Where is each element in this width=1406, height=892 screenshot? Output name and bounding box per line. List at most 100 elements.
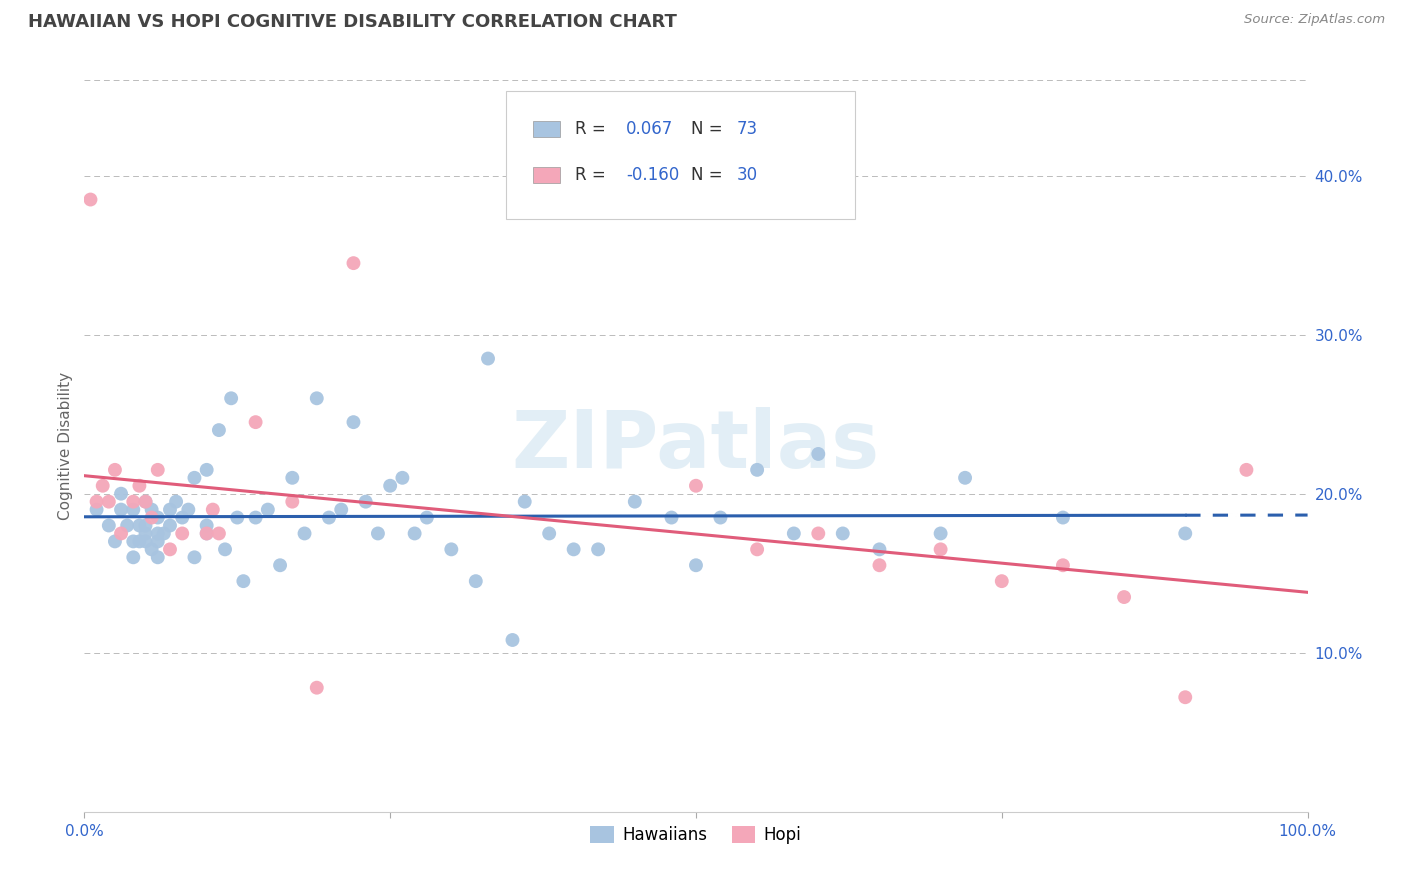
Point — [380, 479, 402, 493]
Point — [115, 518, 138, 533]
Point — [214, 542, 236, 557]
Point — [831, 526, 853, 541]
Point — [305, 681, 328, 695]
Point — [208, 423, 231, 437]
Text: 30: 30 — [737, 167, 758, 185]
Point — [146, 510, 169, 524]
Point — [165, 494, 187, 508]
Point — [330, 502, 353, 516]
FancyBboxPatch shape — [533, 121, 560, 137]
Text: N =: N = — [692, 167, 728, 185]
Point — [79, 193, 101, 207]
Point — [135, 494, 157, 508]
Point — [104, 463, 127, 477]
Point — [122, 494, 145, 508]
Point — [195, 463, 218, 477]
Point — [404, 526, 426, 541]
Text: -0.160: -0.160 — [626, 167, 679, 185]
Point — [513, 494, 536, 508]
Point — [416, 510, 439, 524]
Point — [219, 392, 242, 406]
Text: 0.067: 0.067 — [626, 120, 673, 138]
Point — [97, 518, 120, 533]
Point — [440, 542, 463, 557]
Point — [135, 534, 157, 549]
Point — [110, 502, 132, 516]
Point — [391, 471, 413, 485]
Point — [661, 510, 683, 524]
Point — [869, 558, 891, 573]
Point — [208, 526, 231, 541]
Point — [195, 518, 218, 533]
Point — [177, 502, 200, 516]
Point — [226, 510, 249, 524]
Point — [502, 632, 524, 647]
Point — [141, 502, 163, 516]
Point — [367, 526, 389, 541]
Point — [354, 494, 377, 508]
Point — [342, 256, 364, 270]
Point — [477, 351, 499, 366]
Point — [269, 558, 291, 573]
Point — [342, 415, 364, 429]
Text: R =: R = — [575, 167, 610, 185]
Point — [128, 518, 150, 533]
Point — [929, 526, 952, 541]
Point — [135, 526, 157, 541]
Point — [128, 534, 150, 549]
Text: Source: ZipAtlas.com: Source: ZipAtlas.com — [1244, 13, 1385, 27]
Point — [305, 392, 328, 406]
Y-axis label: Cognitive Disability: Cognitive Disability — [58, 372, 73, 520]
Point — [146, 463, 169, 477]
Point — [1236, 463, 1258, 477]
Point — [538, 526, 561, 541]
Point — [86, 502, 108, 516]
Legend: Hawaiians, Hopi: Hawaiians, Hopi — [583, 820, 808, 851]
Point — [294, 526, 316, 541]
Point — [86, 494, 108, 508]
Point — [159, 542, 181, 557]
Text: R =: R = — [575, 120, 610, 138]
Point — [747, 542, 769, 557]
Point — [91, 479, 114, 493]
Point — [562, 542, 585, 557]
Point — [464, 574, 486, 589]
Point — [122, 502, 145, 516]
Point — [807, 526, 830, 541]
Point — [747, 463, 769, 477]
Point — [135, 494, 157, 508]
Point — [586, 542, 609, 557]
Point — [624, 494, 647, 508]
Point — [159, 518, 181, 533]
Text: HAWAIIAN VS HOPI COGNITIVE DISABILITY CORRELATION CHART: HAWAIIAN VS HOPI COGNITIVE DISABILITY CO… — [28, 13, 678, 31]
Point — [807, 447, 830, 461]
Point — [146, 526, 169, 541]
Point — [991, 574, 1014, 589]
Point — [183, 550, 205, 565]
Point — [172, 510, 194, 524]
Point — [172, 526, 194, 541]
Point — [869, 542, 891, 557]
Point — [1174, 690, 1197, 705]
Point — [685, 558, 707, 573]
Point — [110, 486, 132, 500]
Point — [281, 471, 304, 485]
Point — [709, 510, 731, 524]
Point — [245, 415, 267, 429]
Point — [146, 550, 169, 565]
Point — [141, 510, 163, 524]
Point — [195, 526, 218, 541]
Point — [685, 479, 707, 493]
Point — [201, 502, 224, 516]
Point — [929, 542, 952, 557]
Point — [153, 526, 176, 541]
Point — [1052, 510, 1074, 524]
Point — [195, 526, 218, 541]
Point — [318, 510, 340, 524]
Point — [783, 526, 806, 541]
Point — [1174, 526, 1197, 541]
FancyBboxPatch shape — [533, 168, 560, 184]
Point — [141, 542, 163, 557]
Point — [1114, 590, 1136, 604]
Point — [183, 471, 205, 485]
